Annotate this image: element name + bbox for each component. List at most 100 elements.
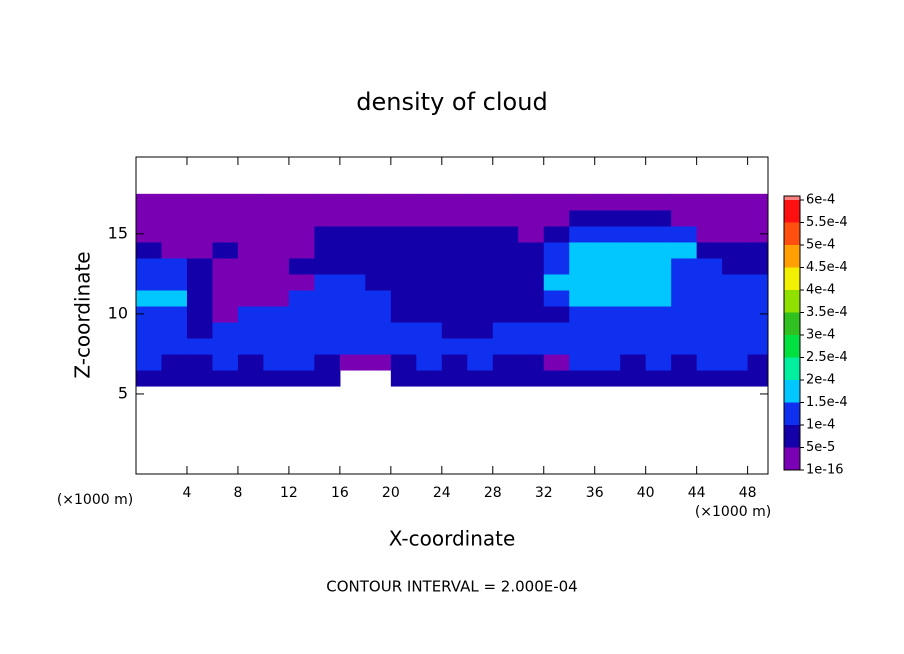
field-cell <box>722 305 749 323</box>
field-cell <box>237 369 265 387</box>
field-cell <box>314 305 341 323</box>
field-cell <box>390 305 417 323</box>
field-cell <box>339 209 366 227</box>
field-cell <box>263 353 290 371</box>
field-cell <box>492 353 519 371</box>
field-cell <box>467 209 494 227</box>
field-cell <box>518 225 545 243</box>
field-cell <box>620 337 647 355</box>
field-cell <box>339 305 366 323</box>
field-cell <box>620 289 647 307</box>
y-tick-label: 15 <box>108 223 128 242</box>
field-cell <box>620 321 647 339</box>
field-cell <box>314 193 341 211</box>
field-cell <box>288 225 315 243</box>
field-cell <box>441 305 468 323</box>
colorbar-label: 6e-4 <box>806 193 835 208</box>
field-cell <box>263 257 290 275</box>
colorbar-band <box>784 380 800 403</box>
field-cell <box>237 241 265 259</box>
field-cell <box>671 337 698 355</box>
field-cell <box>492 273 519 291</box>
field-cell <box>365 257 392 275</box>
field-cell <box>722 209 749 227</box>
field-cell <box>212 225 239 243</box>
field-cell <box>671 225 698 243</box>
field-cell <box>314 289 341 307</box>
field-cell <box>186 193 214 211</box>
field-cell <box>620 369 647 387</box>
field-cell <box>314 225 341 243</box>
plot-frame <box>135 156 769 475</box>
field-cell <box>288 321 315 339</box>
field-cell <box>212 273 239 291</box>
field-cell <box>671 369 698 387</box>
x-tick-label: 4 <box>183 485 192 501</box>
field-cell <box>416 369 443 387</box>
colorbar-label: 4.5e-4 <box>806 260 848 275</box>
field-cell <box>136 305 163 323</box>
field-cell <box>747 273 768 291</box>
field-cell <box>263 289 290 307</box>
field-cell <box>467 353 494 371</box>
field-cell <box>645 337 672 355</box>
field-cell <box>620 305 647 323</box>
x-tick-label: 44 <box>688 485 706 501</box>
field-cell <box>339 289 366 307</box>
field-cell <box>722 337 749 355</box>
y-axis-label: Z-coordinate <box>71 251 95 378</box>
field-cell <box>543 321 570 339</box>
field-cell <box>722 273 749 291</box>
field-cell <box>365 225 392 243</box>
x-tick-label: 12 <box>280 485 298 501</box>
field-cell <box>467 241 494 259</box>
field-cell <box>136 321 163 339</box>
field-cell <box>467 193 494 211</box>
field-cell <box>747 241 768 259</box>
field-cell <box>288 209 315 227</box>
field-cell <box>237 289 265 307</box>
field-cell <box>492 321 519 339</box>
field-cell <box>136 353 163 371</box>
field-cell <box>645 305 672 323</box>
field-cell <box>390 273 417 291</box>
field-cell <box>492 193 519 211</box>
field-cell <box>390 225 417 243</box>
field-cell <box>339 273 366 291</box>
field-cell <box>645 257 672 275</box>
field-cell <box>569 305 596 323</box>
field-cell <box>441 257 468 275</box>
field-cell <box>339 241 366 259</box>
field-cell <box>620 241 647 259</box>
field-cell <box>161 305 188 323</box>
field-cell <box>671 353 698 371</box>
x-tick-label: 24 <box>433 485 451 501</box>
field-cell <box>747 353 768 371</box>
colorbar-label: 3e-4 <box>806 328 835 343</box>
field-cell <box>416 321 443 339</box>
field-cell <box>671 193 698 211</box>
field-cell <box>136 289 163 307</box>
x-tick-label: 28 <box>484 485 502 501</box>
field-cell <box>518 337 545 355</box>
field-cell <box>620 193 647 211</box>
field-cell <box>696 305 723 323</box>
colorbar-band <box>784 402 800 425</box>
field-cell <box>671 257 698 275</box>
field-cell <box>390 337 417 355</box>
field-cell <box>161 241 188 259</box>
field-cell <box>492 369 519 387</box>
field-cell <box>212 305 239 323</box>
field-cell <box>263 225 290 243</box>
field-cell <box>365 209 392 227</box>
field-cell <box>263 241 290 259</box>
field-cell <box>594 369 621 387</box>
field-cell <box>441 353 468 371</box>
field-cell <box>543 209 570 227</box>
colorbar-label: 2.5e-4 <box>806 350 848 365</box>
field-cell <box>416 337 443 355</box>
field-cell <box>722 321 749 339</box>
field-cell <box>747 225 768 243</box>
colorbar-label: 1.5e-4 <box>806 395 848 410</box>
field-cell <box>569 321 596 339</box>
